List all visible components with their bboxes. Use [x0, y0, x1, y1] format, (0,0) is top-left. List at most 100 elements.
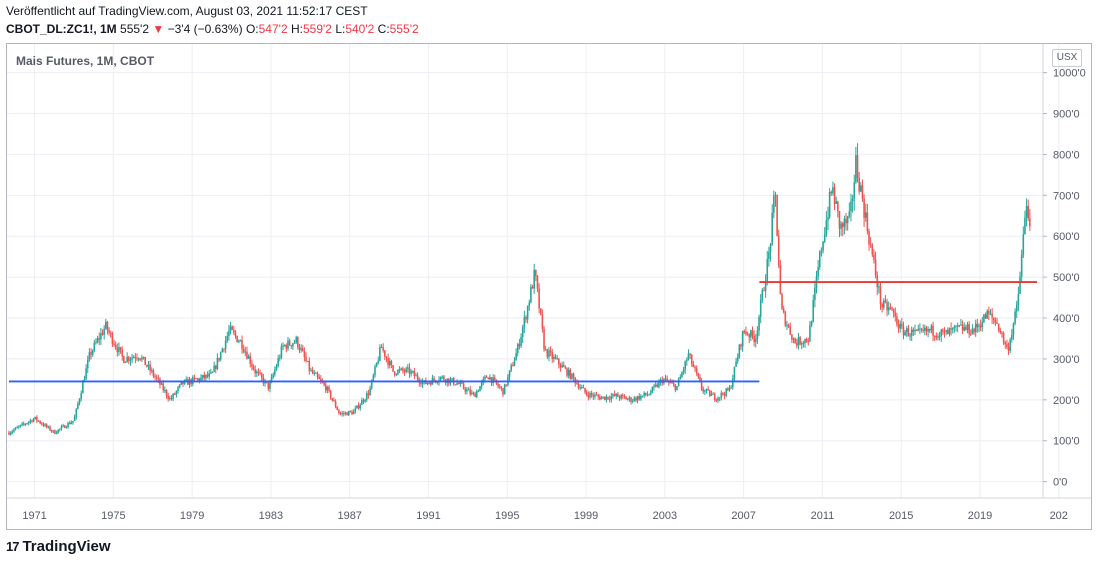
candle-body	[789, 326, 792, 335]
candle-body	[528, 302, 531, 307]
candle-body	[167, 395, 169, 399]
candle-body	[646, 394, 649, 396]
candle-body	[812, 299, 815, 322]
candle-body	[252, 366, 255, 370]
candle-body	[817, 267, 819, 277]
candle-body	[531, 286, 534, 289]
candle-body	[912, 329, 915, 332]
candle-body	[697, 373, 700, 377]
candle-body	[518, 344, 521, 346]
candle-body	[1007, 346, 1010, 351]
candle-body	[361, 400, 363, 405]
candle-body	[620, 394, 622, 399]
candle-body	[997, 323, 1000, 331]
candle-body	[457, 383, 460, 385]
time-tick-label: 2011	[811, 510, 835, 522]
candle-body	[68, 422, 71, 425]
candle-body	[351, 411, 353, 415]
candle-body	[768, 252, 770, 260]
candle-body	[342, 413, 345, 415]
candle-body	[236, 335, 238, 343]
candle-body	[410, 371, 412, 374]
candle-body	[18, 426, 20, 428]
candle-body	[874, 259, 877, 276]
candle-body	[861, 185, 864, 199]
high-label: H:	[290, 22, 303, 36]
candle-body	[983, 314, 985, 323]
candle-body	[618, 396, 621, 399]
candle-body	[892, 309, 895, 313]
candle-body	[833, 187, 836, 204]
candle-body	[379, 347, 381, 361]
candle-body	[367, 393, 370, 396]
candle-body	[608, 398, 611, 400]
candle-body	[95, 342, 97, 344]
tradingview-logo[interactable]: 17 TradingView	[6, 538, 111, 555]
chart-title: Mais Futures, 1M, CBOT	[16, 54, 155, 68]
symbol-label[interactable]: CBOT_DL:ZC1!, 1M	[6, 22, 117, 36]
candle-body	[748, 334, 751, 338]
candle-body	[804, 338, 806, 344]
candle-body	[288, 340, 291, 346]
candle-body	[178, 384, 181, 388]
candle-body	[654, 384, 657, 387]
price-tick-label: 900'0	[1053, 109, 1080, 121]
candle-body	[805, 338, 808, 342]
candle-body	[487, 377, 490, 380]
candle-body	[203, 374, 206, 379]
candle-body	[858, 177, 860, 192]
candle-body	[909, 335, 911, 337]
candle-body	[622, 394, 624, 396]
candle-body	[19, 424, 22, 427]
candle-body	[1017, 293, 1020, 305]
candle-body	[832, 187, 834, 194]
candle-body	[736, 357, 739, 362]
candle-body	[579, 387, 581, 389]
candle-body	[106, 321, 109, 331]
candle-body	[208, 373, 211, 377]
candle-body	[746, 334, 749, 336]
candle-body	[777, 235, 780, 266]
low-label: L:	[335, 22, 346, 36]
candle-body	[480, 382, 483, 387]
candle-body	[756, 330, 759, 339]
candle-body	[144, 356, 146, 366]
candle-body	[886, 302, 888, 311]
candle-body	[643, 392, 645, 396]
candle-body	[132, 357, 135, 359]
candle-body	[942, 329, 944, 332]
candle-body	[111, 333, 114, 344]
price-tick-label: 800'0	[1053, 149, 1080, 161]
candle-body	[182, 381, 184, 385]
price-tick-label: 300'0	[1053, 354, 1080, 366]
candle-body	[27, 421, 30, 424]
candle-body	[429, 382, 432, 385]
candle-body	[315, 372, 317, 374]
candle-body	[78, 398, 81, 404]
candle-body	[461, 382, 463, 384]
candle-body	[54, 430, 56, 434]
candle-body	[905, 328, 908, 332]
candle-body	[699, 376, 701, 382]
candle-body	[221, 348, 224, 353]
candle-body	[479, 386, 481, 392]
candle-body	[617, 393, 619, 397]
candle-body	[759, 300, 762, 317]
candle-body	[818, 251, 821, 268]
candle-body	[333, 399, 335, 402]
candle-body	[397, 369, 399, 375]
candle-body	[776, 194, 778, 236]
candle-body	[546, 349, 549, 357]
candle-body	[372, 375, 375, 381]
candle-body	[945, 330, 947, 332]
candle-body	[569, 369, 572, 379]
candle-body	[700, 381, 703, 389]
candle-body	[860, 185, 862, 192]
candle-body	[866, 212, 869, 231]
time-tick-label: 1983	[259, 510, 283, 522]
candle-body	[164, 390, 166, 392]
candle-body	[897, 324, 900, 329]
currency-badge[interactable]: USX	[1052, 49, 1082, 67]
time-tick-label: 202	[1050, 510, 1068, 522]
